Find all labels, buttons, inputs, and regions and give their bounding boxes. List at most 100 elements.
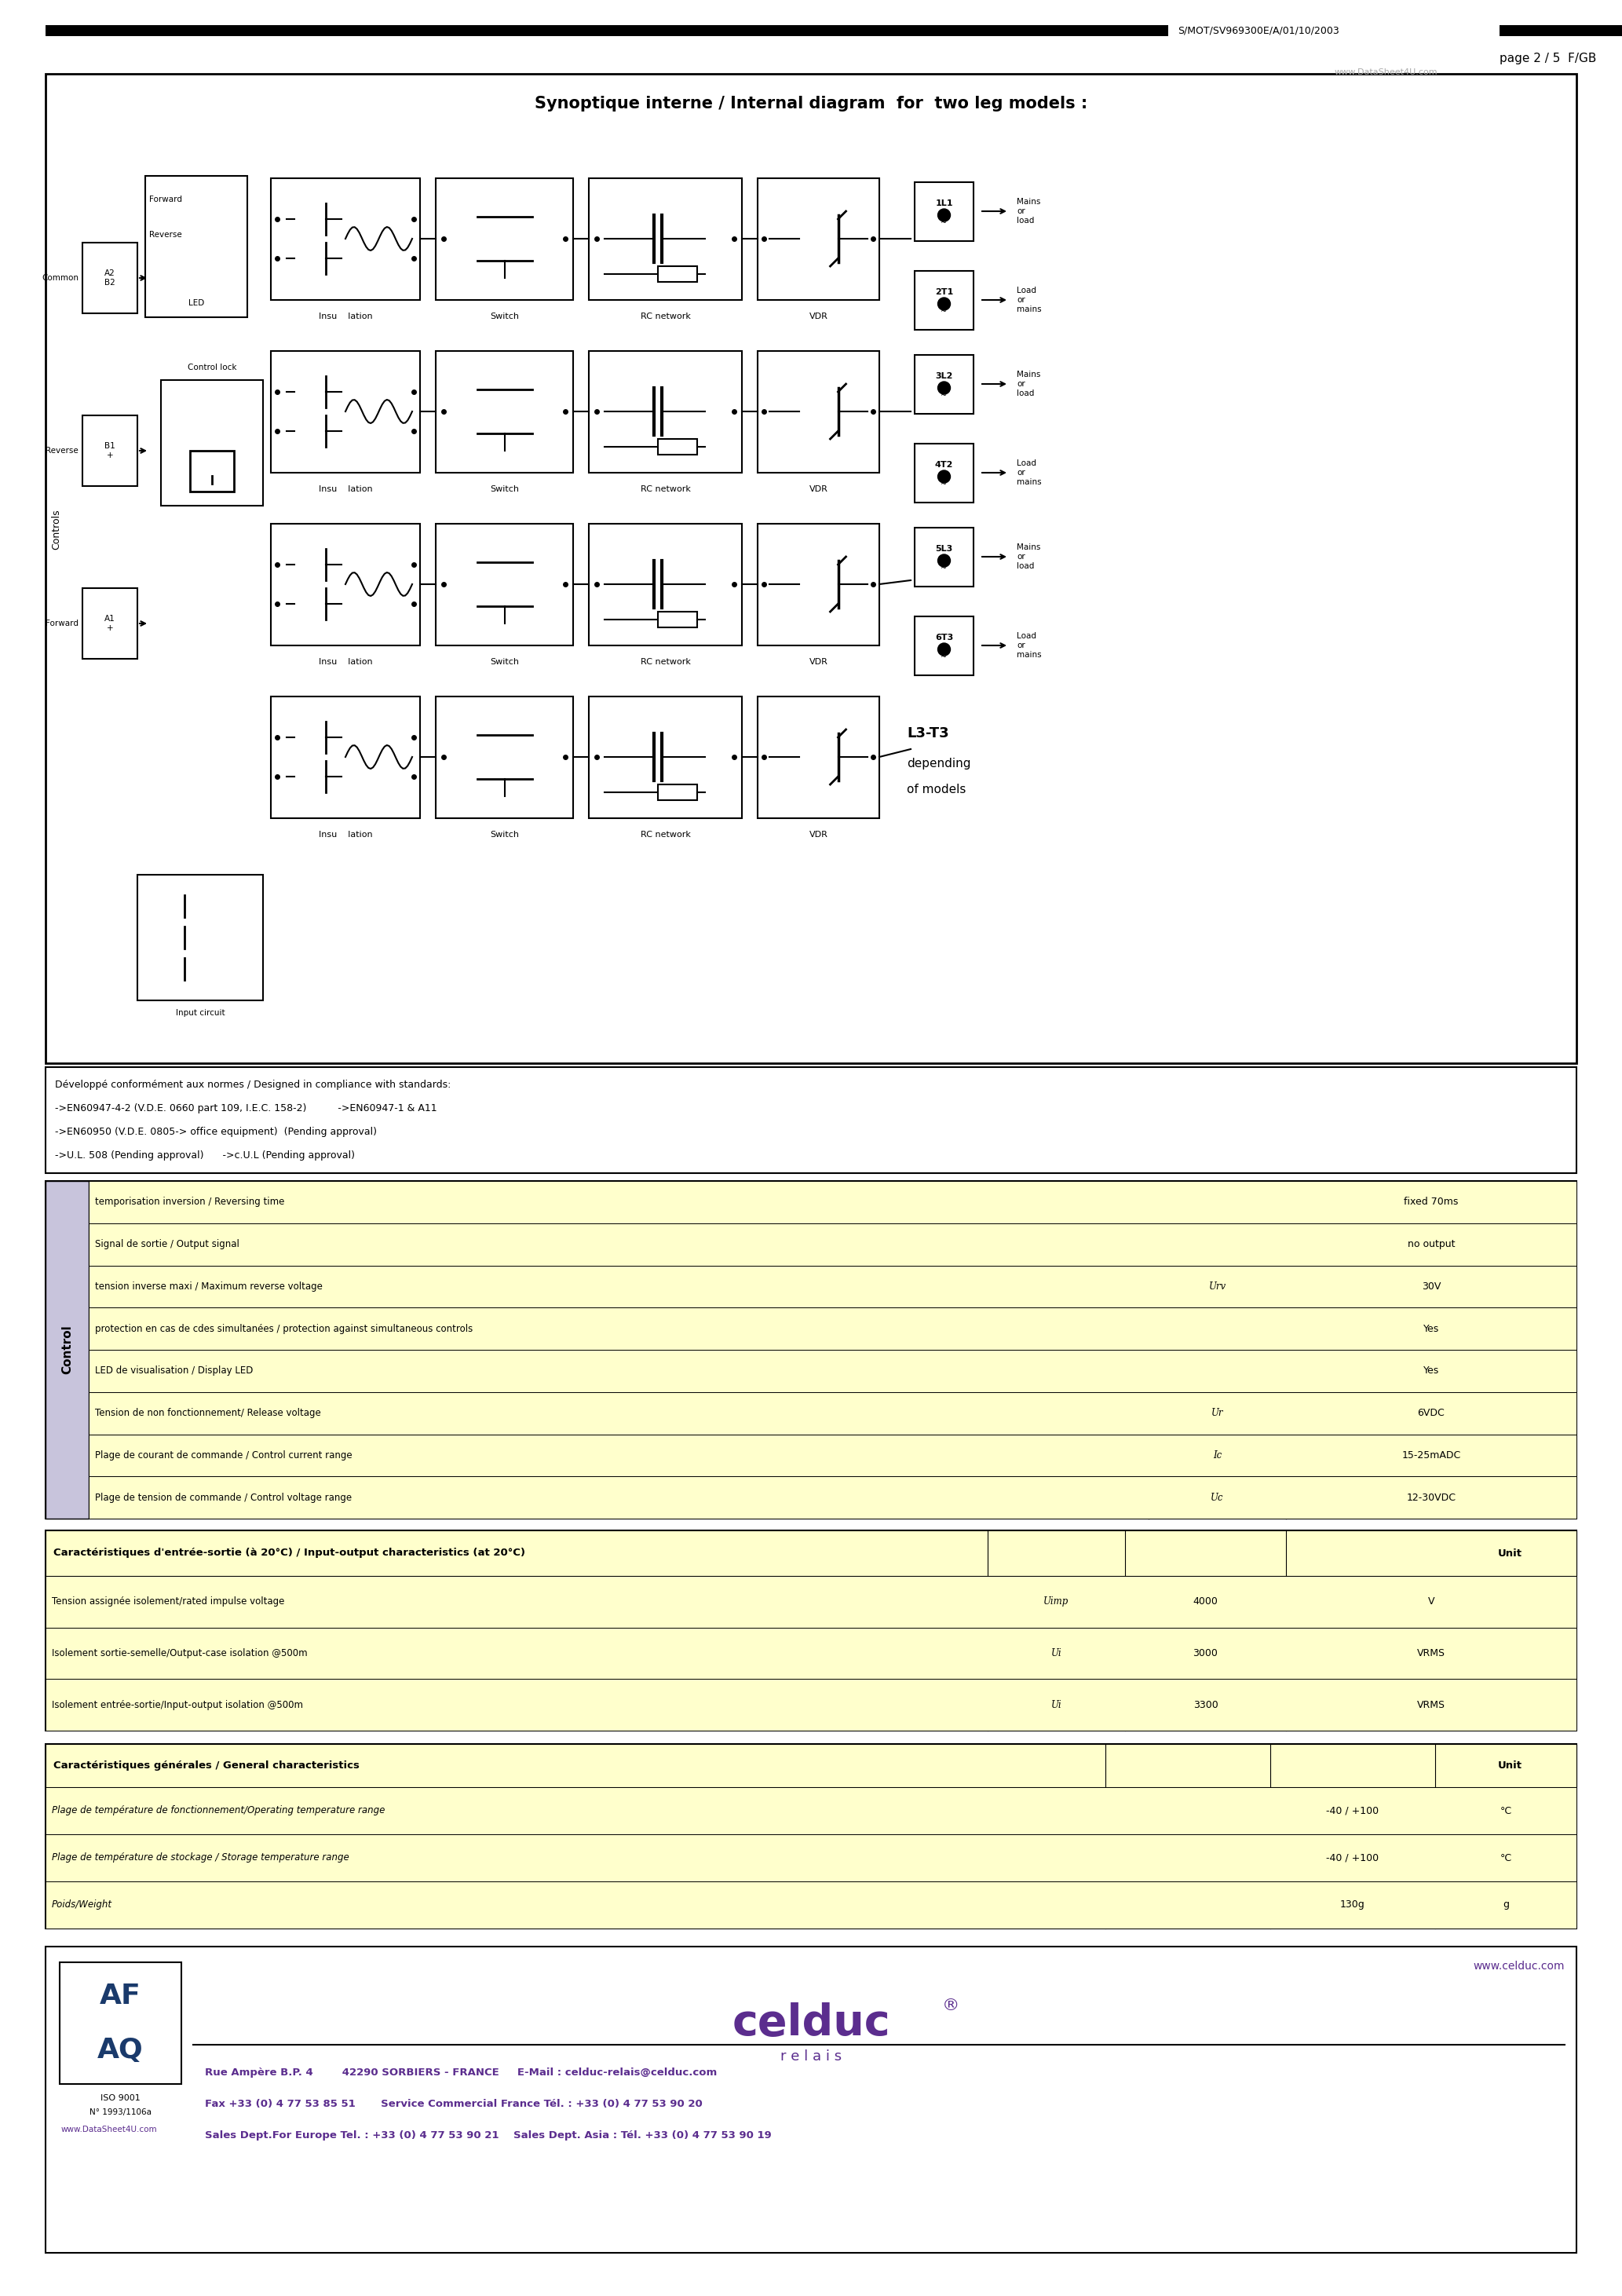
Text: Urv: Urv xyxy=(1208,1281,1226,1293)
Text: Switch: Switch xyxy=(490,831,519,838)
Text: Mains
or
load: Mains or load xyxy=(1017,372,1041,397)
Bar xyxy=(915,528,973,585)
Text: ~: ~ xyxy=(941,480,947,489)
Bar xyxy=(45,1880,1577,1929)
Polygon shape xyxy=(271,342,430,351)
Polygon shape xyxy=(295,377,326,406)
Text: 3300: 3300 xyxy=(1194,1699,1218,1711)
Polygon shape xyxy=(436,342,582,351)
Bar xyxy=(271,351,420,473)
Text: Switch: Switch xyxy=(490,657,519,666)
Text: celduc: celduc xyxy=(732,2002,890,2043)
Polygon shape xyxy=(798,218,839,259)
Text: ~: ~ xyxy=(941,308,947,315)
Text: fixed 70ms: fixed 70ms xyxy=(1405,1196,1458,1208)
Polygon shape xyxy=(589,687,751,696)
Text: 6T3: 6T3 xyxy=(934,634,954,641)
Text: Input circuit: Input circuit xyxy=(175,1008,225,1017)
Text: www.DataSheet4U.com: www.DataSheet4U.com xyxy=(1335,69,1439,76)
Text: temporisation inversion / Reversing time: temporisation inversion / Reversing time xyxy=(96,1196,284,1208)
Text: Reverse: Reverse xyxy=(149,232,182,239)
Polygon shape xyxy=(573,687,582,817)
Bar xyxy=(915,443,973,503)
Bar xyxy=(190,450,234,491)
Text: VDR: VDR xyxy=(809,831,827,838)
Text: 3000: 3000 xyxy=(1194,1649,1218,1658)
Text: Synoptique interne / Internal diagram  for  two leg models :: Synoptique interne / Internal diagram fo… xyxy=(535,96,1087,113)
Text: Plage de température de stockage / Storage temperature range: Plage de température de stockage / Stora… xyxy=(52,1853,349,1862)
Text: no output: no output xyxy=(1408,1240,1455,1249)
Polygon shape xyxy=(161,895,185,916)
Polygon shape xyxy=(420,342,430,473)
Polygon shape xyxy=(879,687,889,817)
Bar xyxy=(83,416,138,487)
Bar xyxy=(89,1350,1577,1391)
Bar xyxy=(45,1835,1577,1880)
Polygon shape xyxy=(915,264,980,271)
Bar xyxy=(89,1265,1577,1309)
Text: A2
B2: A2 B2 xyxy=(104,269,115,287)
Text: Unit: Unit xyxy=(1497,1761,1521,1770)
Bar xyxy=(757,696,879,817)
Text: 2T1: 2T1 xyxy=(934,289,954,296)
Text: Yes: Yes xyxy=(1422,1366,1439,1375)
Bar xyxy=(45,1068,1577,1173)
Text: VRMS: VRMS xyxy=(1418,1649,1445,1658)
Bar xyxy=(657,611,697,627)
Text: Control: Control xyxy=(62,1325,73,1375)
Polygon shape xyxy=(477,563,516,606)
Text: ~: ~ xyxy=(941,218,947,227)
Polygon shape xyxy=(295,549,326,581)
Polygon shape xyxy=(573,168,582,298)
Polygon shape xyxy=(973,611,980,675)
Text: LED de visualisation / Display LED: LED de visualisation / Display LED xyxy=(96,1366,253,1375)
Polygon shape xyxy=(798,565,839,604)
Polygon shape xyxy=(477,216,516,262)
Polygon shape xyxy=(589,514,751,523)
Circle shape xyxy=(938,643,950,657)
Bar xyxy=(757,351,879,473)
Polygon shape xyxy=(915,349,980,354)
Text: Isolement entrée-sortie/Input-output isolation @500m: Isolement entrée-sortie/Input-output iso… xyxy=(52,1699,303,1711)
Text: r e l a i s: r e l a i s xyxy=(780,2048,842,2064)
Polygon shape xyxy=(493,735,532,778)
Text: Forward: Forward xyxy=(45,620,78,627)
Bar xyxy=(45,1678,1577,1731)
Polygon shape xyxy=(915,436,980,443)
Circle shape xyxy=(182,264,211,292)
Text: Caractéristiques générales / General characteristics: Caractéristiques générales / General cha… xyxy=(54,1761,360,1770)
Text: Uc: Uc xyxy=(1210,1492,1223,1502)
Text: L3-T3: L3-T3 xyxy=(907,726,949,742)
Text: Fax +33 (0) 4 77 53 85 51       Service Commercial France Tél. : +33 (0) 4 77 53: Fax +33 (0) 4 77 53 85 51 Service Commer… xyxy=(204,2099,702,2110)
Bar xyxy=(138,875,263,1001)
Bar xyxy=(83,588,138,659)
Text: 4000: 4000 xyxy=(1194,1596,1218,1607)
Polygon shape xyxy=(477,390,516,434)
Bar xyxy=(45,1575,1577,1628)
Text: Ur: Ur xyxy=(1212,1407,1223,1419)
Bar xyxy=(915,354,973,413)
Text: Caractéristiques d'entrée-sortie (à 20°C) / Input-output characteristics (at 20°: Caractéristiques d'entrée-sortie (à 20°C… xyxy=(54,1548,526,1559)
Bar xyxy=(89,1309,1577,1350)
Text: Rue Ampère B.P. 4        42290 SORBIERS - FRANCE     E-Mail : celduc-relais@celd: Rue Ampère B.P. 4 42290 SORBIERS - FRANC… xyxy=(204,2069,717,2078)
Bar xyxy=(657,785,697,799)
Text: 15-25mADC: 15-25mADC xyxy=(1401,1451,1461,1460)
Bar xyxy=(271,696,420,817)
Bar xyxy=(915,271,973,328)
Text: Unit: Unit xyxy=(1497,1548,1521,1559)
Circle shape xyxy=(938,381,950,395)
Text: AQ: AQ xyxy=(97,2037,144,2064)
Bar xyxy=(271,177,420,298)
Bar xyxy=(89,1391,1577,1435)
Polygon shape xyxy=(757,342,889,351)
Polygon shape xyxy=(271,168,430,177)
Text: Plage de tension de commande / Control voltage range: Plage de tension de commande / Control v… xyxy=(96,1492,352,1502)
Polygon shape xyxy=(973,521,980,585)
Text: Load
or
mains: Load or mains xyxy=(1017,631,1041,659)
Polygon shape xyxy=(757,168,889,177)
Text: ~: ~ xyxy=(941,393,947,400)
Polygon shape xyxy=(295,243,326,273)
Bar xyxy=(657,266,697,282)
Text: ®: ® xyxy=(942,1998,960,2014)
Text: Plage de température de fonctionnement/Operating temperature range: Plage de température de fonctionnement/O… xyxy=(52,1805,384,1816)
